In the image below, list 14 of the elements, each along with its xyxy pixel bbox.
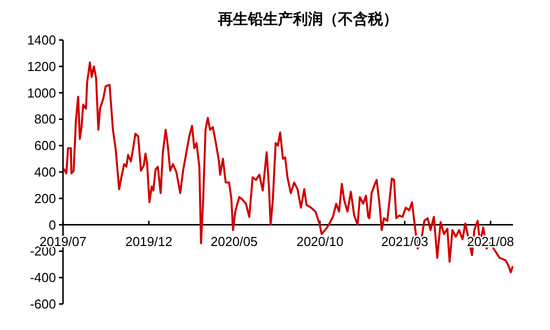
y-tick-label: 1200 [27,58,56,74]
y-tick-label: -600 [30,296,56,312]
y-tick-label: 800 [34,112,56,127]
y-tick-label: 200 [34,190,56,206]
chart-title: 再生铅生产利润（不含税） [217,10,398,28]
y-tick-label: -400 [30,270,56,286]
y-tick-label: 400 [34,164,56,180]
x-tick-label: 2020/05 [210,234,258,249]
x-tick-label: 2020/10 [296,234,344,249]
y-tick-label: 0 [48,217,56,232]
x-tick-label: 2019/12 [125,234,172,249]
y-tick-label: 600 [34,138,56,154]
y-tick-label: 1400 [27,32,56,48]
y-tick-label: 1000 [27,85,56,100]
